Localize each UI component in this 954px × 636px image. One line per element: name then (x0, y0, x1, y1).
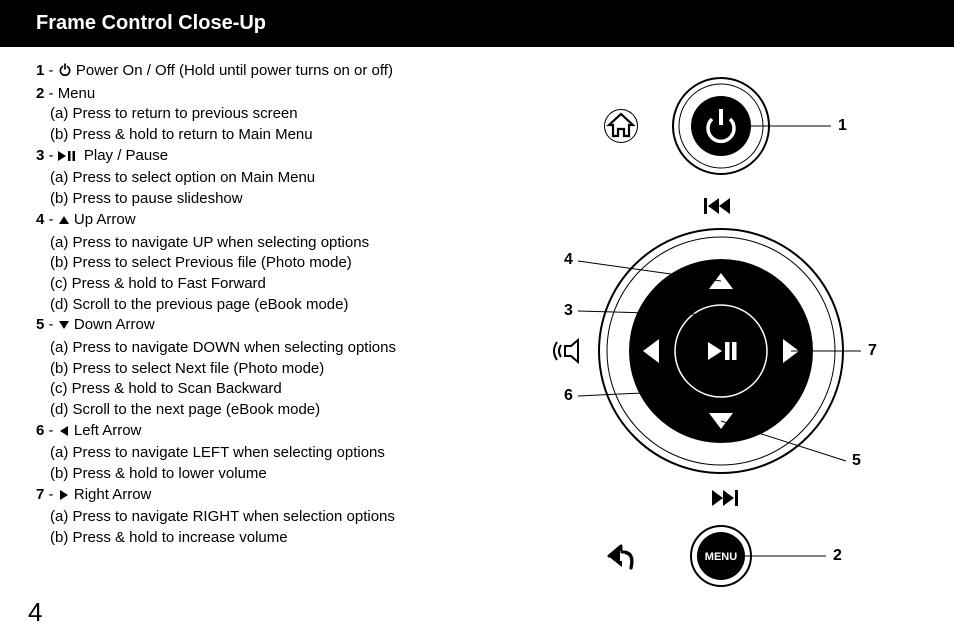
play-pause-icon (58, 148, 80, 169)
item-6-sub-b: (b) Press & hold to lower volume (36, 464, 526, 485)
item-5-sub-b: (b) Press to select Next file (Photo mod… (36, 359, 526, 380)
page-number: 4 (28, 597, 42, 628)
item-4-label: Up Arrow (74, 211, 136, 228)
item-4-sub-a: (a) Press to navigate UP when selecting … (36, 233, 526, 254)
volume-icon (554, 340, 578, 362)
up-arrow-icon (58, 212, 70, 233)
callout-7: 7 (868, 342, 877, 360)
item-6-label: Left Arrow (74, 422, 142, 439)
item-2-sub-a: (a) Press to return to previous screen (36, 104, 526, 125)
item-5-sub-d: (d) Scroll to the next page (eBook mode) (36, 400, 526, 421)
item-5-sub-c: (c) Press & hold to Scan Backward (36, 379, 526, 400)
callout-6: 6 (564, 387, 573, 405)
item-7: 7 - Right Arrow (36, 485, 526, 508)
item-5-sub-a: (a) Press to navigate DOWN when selectin… (36, 338, 526, 359)
item-2-num: 2 (36, 85, 44, 102)
callout-2: 2 (833, 547, 842, 565)
right-arrow-icon (58, 487, 70, 508)
item-5-num: 5 (36, 316, 44, 333)
item-7-sub-b: (b) Press & hold to increase volume (36, 528, 526, 549)
diagram-column: MENU (526, 61, 926, 591)
page-header: Frame Control Close-Up (0, 0, 954, 47)
down-arrow-icon (58, 317, 70, 338)
item-1-label: Power On / Off (Hold until power turns o… (76, 62, 393, 79)
left-arrow-icon (58, 423, 70, 444)
item-4-sub-b: (b) Press to select Previous file (Photo… (36, 253, 526, 274)
item-1-num: 1 (36, 62, 44, 79)
item-2: 2 - Menu (36, 84, 526, 105)
callout-4: 4 (564, 251, 573, 269)
content-area: 1 - Power On / Off (Hold until power tur… (0, 47, 954, 591)
item-5: 5 - Down Arrow (36, 315, 526, 338)
item-4-sub-d: (d) Scroll to the previous page (eBook m… (36, 295, 526, 316)
skip-forward-icon (712, 490, 738, 506)
item-3-num: 3 (36, 147, 44, 164)
instructions-column: 1 - Power On / Off (Hold until power tur… (36, 61, 526, 591)
item-5-label: Down Arrow (74, 316, 155, 333)
item-3-sub-b: (b) Press to pause slideshow (36, 189, 526, 210)
item-3: 3 - Play / Pause (36, 146, 526, 169)
control-diagram: MENU (526, 61, 926, 591)
item-4-num: 4 (36, 211, 44, 228)
item-7-num: 7 (36, 486, 44, 503)
item-7-sub-a: (a) Press to navigate RIGHT when selecti… (36, 507, 526, 528)
skip-back-icon (704, 198, 730, 214)
item-2-sub-b: (b) Press & hold to return to Main Menu (36, 125, 526, 146)
item-1: 1 - Power On / Off (Hold until power tur… (36, 61, 526, 84)
item-4: 4 - Up Arrow (36, 210, 526, 233)
item-7-label: Right Arrow (74, 486, 152, 503)
item-2-label: Menu (58, 85, 96, 102)
callout-3: 3 (564, 302, 573, 320)
callout-5: 5 (852, 452, 861, 470)
item-6-num: 6 (36, 422, 44, 439)
item-3-sub-a: (a) Press to select option on Main Menu (36, 168, 526, 189)
callout-1: 1 (838, 117, 847, 135)
item-6-sub-a: (a) Press to navigate LEFT when selectin… (36, 443, 526, 464)
item-4-sub-c: (c) Press & hold to Fast Forward (36, 274, 526, 295)
menu-button-label: MENU (705, 551, 737, 563)
item-3-label: Play / Pause (84, 147, 168, 164)
item-6: 6 - Left Arrow (36, 421, 526, 444)
power-icon (58, 63, 72, 84)
page-title: Frame Control Close-Up (36, 12, 266, 34)
